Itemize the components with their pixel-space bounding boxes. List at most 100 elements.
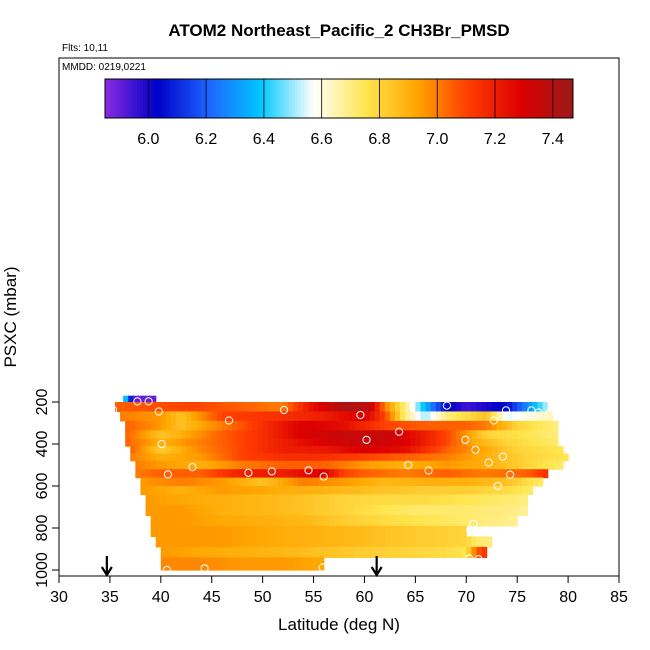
heat-cell [451,469,457,479]
heat-cell [257,469,264,479]
chart-title: ATOM2 Northeast_Pacific_2 CH3Br_PMSD [168,21,509,40]
heat-cell [313,402,320,413]
colorbar-swatch [239,79,243,118]
heat-cell [313,504,320,516]
heat-cell [191,486,198,495]
heat-cell [303,402,310,413]
heat-cell [181,494,187,506]
heat-cell [522,477,528,487]
heat-cell [181,477,187,487]
y-tick-label: 200 [34,389,51,416]
heat-cell [517,486,523,495]
heat-cell [272,420,279,431]
colorbar-swatch [567,79,571,118]
heat-cell [120,402,126,413]
heat-cell [435,469,442,479]
heat-cell [283,477,289,487]
heat-cell [298,469,304,479]
heat-cell [252,546,259,558]
heat-cell [216,430,223,440]
heat-cell [501,469,508,479]
heat-cell [201,469,208,479]
colorbar-swatch [438,79,442,118]
heat-cell [420,536,427,548]
colorbar-swatch [178,79,182,118]
heat-cell [415,525,422,537]
heat-cell [160,486,167,495]
colorbar-swatch [359,79,363,118]
heat-cell [206,536,213,548]
heat-cell [476,469,483,479]
heat-cell [277,469,284,479]
heat-cell [206,494,213,506]
heat-cell [201,411,208,422]
colorbar-swatch [388,79,393,118]
heat-cell [542,402,549,413]
heat-cell [135,411,142,422]
heat-cell [349,525,355,537]
heat-cell [527,420,534,431]
heat-cell [165,515,172,527]
heat-cell [237,402,243,413]
heat-cell [552,438,559,447]
heat-cell [262,557,269,571]
heat-cell [272,486,279,495]
heat-cell [527,477,534,487]
heat-cell [267,557,274,571]
heat-cell [237,486,243,495]
heat-cell [216,494,223,506]
heat-cell [252,525,259,537]
heat-cell [196,477,203,487]
heat-cell [257,411,264,422]
heat-cell [267,504,274,516]
heat-cell [359,525,366,537]
heat-cell [206,446,213,455]
heat-cell [257,430,264,440]
heat-cell [374,446,381,455]
heat-cell [298,402,304,413]
heat-cell [181,504,187,516]
heat-cell [542,469,549,479]
colorbar-swatch [450,79,454,118]
heat-cell [201,515,208,527]
heat-cell [405,515,411,527]
heat-cell [430,446,437,455]
heat-cell [517,420,523,431]
heat-cell [359,430,366,440]
heat-cell [410,546,416,558]
heat-cell [451,546,457,558]
heat-cell [216,486,223,495]
heat-cell [369,446,376,455]
heat-cell [364,402,371,413]
sample-point [484,458,493,467]
heat-cell [227,536,233,548]
heat-cell [232,453,238,462]
heat-cell [308,486,315,495]
heat-cell [150,453,157,462]
sample-point [471,445,480,454]
heat-cell [461,469,467,479]
heat-cell [333,446,340,455]
heat-cell [262,515,269,527]
heat-cell [155,486,162,495]
heat-cell [155,420,162,431]
heat-cell [496,504,503,516]
heat-cell [328,402,335,413]
heat-cell [496,477,503,487]
heat-cell [267,420,274,431]
heat-cell [395,460,401,470]
heat-cell [298,536,304,548]
heat-cell [430,438,437,447]
sample-point [362,435,371,444]
heat-cell [481,411,488,422]
heat-cell [486,446,493,455]
heat-cell [293,504,299,516]
heat-cell [313,446,320,455]
heat-cell [501,420,508,431]
heat-cell [400,486,406,495]
heat-cell [501,446,508,455]
heat-cell [155,430,162,440]
heat-cell [359,536,366,548]
heat-cell [349,430,355,440]
heat-cell [150,477,157,487]
